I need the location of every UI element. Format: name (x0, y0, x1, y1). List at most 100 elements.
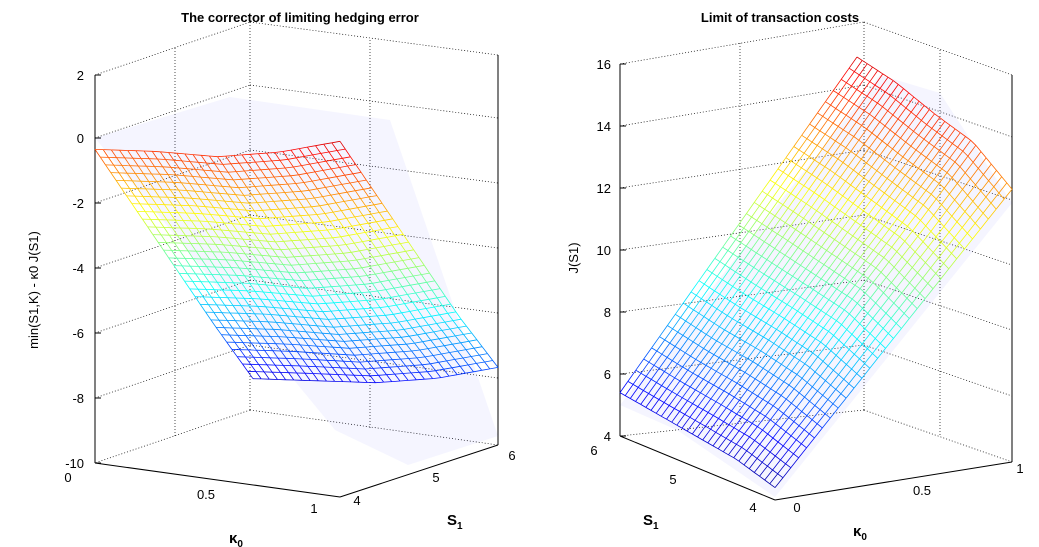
mesh-line (722, 268, 731, 280)
mesh-line (781, 321, 790, 333)
mesh-line (274, 364, 281, 373)
mesh-line (443, 345, 450, 353)
mesh-line (817, 390, 823, 396)
mesh-line (830, 93, 839, 106)
mesh-line (450, 303, 457, 313)
mesh-line (379, 330, 388, 332)
mesh-line (741, 416, 748, 421)
mesh-line (363, 308, 370, 317)
mesh-line (717, 448, 724, 453)
mesh-line (936, 131, 943, 137)
left-x-tick-label: 0.5 (197, 487, 215, 502)
mesh-line (860, 246, 869, 258)
mesh-line (985, 157, 992, 165)
mesh-line (172, 204, 179, 213)
mesh-line (347, 284, 357, 286)
mesh-line (718, 418, 724, 422)
mesh-line (191, 198, 198, 207)
mesh-line (221, 334, 228, 343)
mesh-line (731, 400, 740, 412)
mesh-line (360, 292, 367, 301)
mesh-line (240, 202, 247, 211)
mesh-line (692, 341, 699, 346)
mesh-line (723, 379, 733, 392)
mesh-line (645, 396, 655, 408)
mesh-line (834, 228, 843, 240)
mesh-line (826, 206, 836, 219)
mesh-line (724, 253, 734, 266)
mesh-line (871, 132, 878, 138)
mesh-line (707, 412, 714, 416)
mesh-line (830, 350, 837, 356)
mesh-line (734, 335, 741, 340)
mesh-line (972, 190, 982, 202)
mesh-line (158, 219, 165, 228)
mesh-line (218, 214, 225, 224)
mesh-line (776, 328, 782, 333)
mesh-line (286, 336, 295, 339)
mesh-line (191, 197, 201, 200)
mesh-line (744, 330, 754, 343)
mesh-line (166, 242, 172, 251)
mesh-line (733, 447, 742, 458)
mesh-line (181, 160, 188, 169)
mesh-line (715, 401, 722, 406)
mesh-line (922, 231, 932, 242)
mesh-line (754, 368, 764, 380)
mesh-line (854, 253, 861, 258)
mesh-line (928, 131, 938, 144)
mesh-line (345, 244, 352, 253)
mesh-line (778, 304, 788, 316)
mesh-line (392, 336, 402, 339)
mesh-line (922, 193, 932, 206)
mesh-line (217, 156, 224, 165)
mesh-line (401, 312, 408, 321)
mesh-line (843, 85, 852, 98)
mesh-line (381, 345, 388, 354)
mesh-line (285, 257, 292, 266)
mesh-line (831, 221, 838, 226)
mesh-line (767, 391, 777, 403)
mesh-line (739, 389, 748, 401)
mesh-line (711, 337, 717, 342)
mesh-line (216, 200, 225, 202)
mesh-line (822, 137, 831, 150)
mesh-line (350, 156, 357, 165)
mesh-line (251, 193, 261, 196)
mesh-line (444, 321, 451, 330)
mesh-line (134, 173, 141, 182)
mesh-line (684, 414, 691, 418)
mesh-line (941, 204, 947, 211)
mesh-line (389, 227, 396, 237)
mesh-line (241, 282, 248, 292)
mesh-line (153, 211, 160, 220)
mesh-line (766, 226, 773, 231)
mesh-line (721, 332, 731, 345)
mesh-line (854, 318, 861, 325)
mesh-line (655, 412, 662, 417)
mesh-line (367, 222, 374, 232)
mesh-line (736, 403, 745, 415)
mesh-line (970, 178, 976, 186)
mesh-line (848, 67, 855, 72)
mesh-line (906, 261, 913, 268)
mesh-line (393, 287, 400, 297)
mesh-line (932, 278, 942, 289)
mesh-line (851, 368, 857, 374)
mesh-line (715, 421, 724, 433)
mesh-line (134, 195, 141, 205)
mesh-line (450, 327, 459, 330)
mesh-line (869, 323, 879, 334)
mesh-line (840, 349, 850, 361)
mesh-line (676, 383, 686, 395)
mesh-line (335, 318, 342, 327)
mesh-line (938, 247, 947, 259)
mesh-line (887, 323, 897, 334)
mesh-line (812, 386, 818, 392)
mesh-line (313, 222, 320, 231)
mesh-line (928, 142, 935, 148)
mesh-line (750, 270, 760, 283)
mesh-line (850, 173, 859, 186)
mesh-line (424, 356, 431, 365)
mesh-line (303, 295, 310, 304)
